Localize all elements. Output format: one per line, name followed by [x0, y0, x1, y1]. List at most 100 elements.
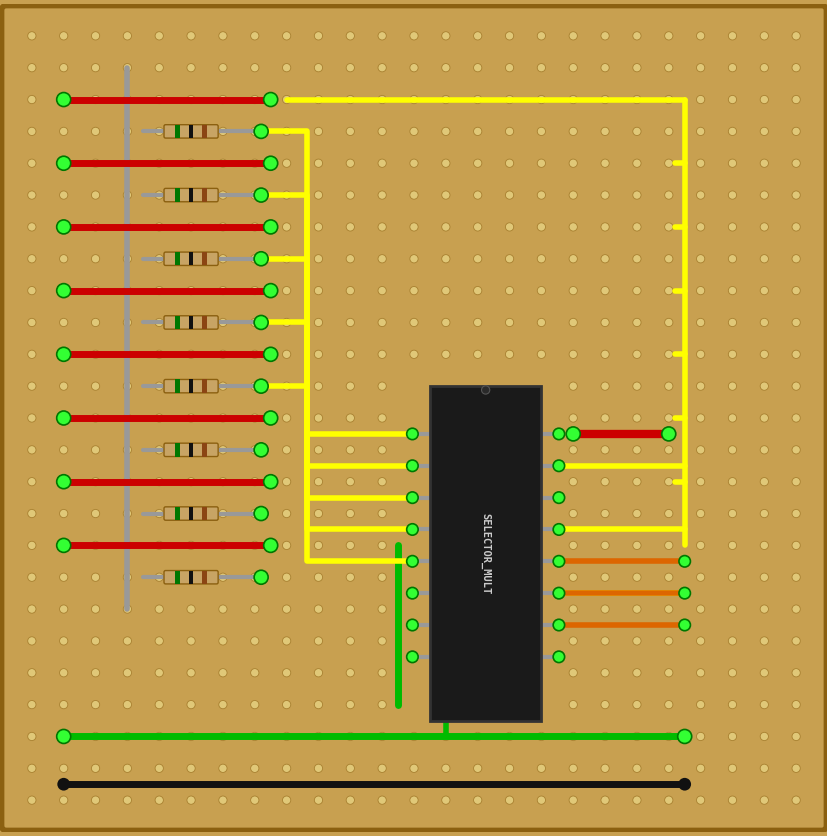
Circle shape: [282, 637, 290, 645]
Circle shape: [187, 287, 195, 295]
Circle shape: [60, 669, 68, 677]
Circle shape: [409, 255, 418, 263]
Circle shape: [187, 191, 195, 199]
Circle shape: [791, 732, 800, 741]
Circle shape: [346, 669, 354, 677]
Circle shape: [632, 159, 640, 167]
Circle shape: [409, 127, 418, 135]
Circle shape: [600, 95, 609, 104]
FancyBboxPatch shape: [202, 252, 207, 266]
Circle shape: [314, 446, 323, 454]
Circle shape: [791, 669, 800, 677]
Circle shape: [314, 669, 323, 677]
Circle shape: [696, 191, 704, 199]
Circle shape: [27, 446, 36, 454]
FancyBboxPatch shape: [175, 188, 180, 201]
Circle shape: [123, 32, 131, 40]
Circle shape: [282, 159, 290, 167]
Circle shape: [251, 701, 259, 709]
Circle shape: [728, 605, 736, 614]
FancyBboxPatch shape: [164, 507, 218, 520]
Circle shape: [409, 191, 418, 199]
Circle shape: [314, 637, 323, 645]
Circle shape: [187, 669, 195, 677]
Circle shape: [378, 509, 386, 517]
Circle shape: [91, 669, 99, 677]
Circle shape: [282, 32, 290, 40]
Circle shape: [728, 414, 736, 422]
Circle shape: [600, 509, 609, 517]
Circle shape: [600, 669, 609, 677]
Circle shape: [632, 796, 640, 804]
FancyBboxPatch shape: [429, 386, 541, 721]
Circle shape: [27, 509, 36, 517]
Circle shape: [218, 95, 227, 104]
Circle shape: [123, 127, 131, 135]
Circle shape: [123, 350, 131, 359]
Circle shape: [664, 573, 672, 581]
Circle shape: [263, 283, 277, 298]
FancyBboxPatch shape: [189, 252, 194, 266]
Circle shape: [91, 796, 99, 804]
Circle shape: [441, 95, 449, 104]
Circle shape: [346, 605, 354, 614]
Circle shape: [791, 287, 800, 295]
Circle shape: [155, 191, 163, 199]
Circle shape: [791, 319, 800, 327]
Circle shape: [27, 127, 36, 135]
Circle shape: [282, 127, 290, 135]
Circle shape: [504, 796, 513, 804]
Circle shape: [504, 159, 513, 167]
Circle shape: [441, 222, 449, 231]
Circle shape: [155, 64, 163, 72]
Circle shape: [155, 255, 163, 263]
Circle shape: [504, 732, 513, 741]
FancyBboxPatch shape: [189, 316, 194, 329]
Circle shape: [600, 159, 609, 167]
Circle shape: [759, 319, 767, 327]
Circle shape: [728, 669, 736, 677]
Circle shape: [91, 159, 99, 167]
Circle shape: [406, 523, 418, 535]
Circle shape: [187, 414, 195, 422]
FancyBboxPatch shape: [189, 443, 194, 456]
Circle shape: [791, 477, 800, 486]
FancyBboxPatch shape: [189, 380, 194, 393]
Circle shape: [187, 477, 195, 486]
Circle shape: [218, 350, 227, 359]
Circle shape: [537, 287, 545, 295]
Circle shape: [504, 222, 513, 231]
Circle shape: [568, 350, 576, 359]
Circle shape: [791, 382, 800, 390]
Circle shape: [552, 460, 564, 472]
Circle shape: [123, 159, 131, 167]
Circle shape: [696, 95, 704, 104]
Circle shape: [155, 382, 163, 390]
Circle shape: [251, 319, 259, 327]
Circle shape: [664, 509, 672, 517]
Circle shape: [759, 637, 767, 645]
FancyBboxPatch shape: [175, 125, 180, 138]
Circle shape: [155, 732, 163, 741]
Circle shape: [218, 477, 227, 486]
Circle shape: [759, 796, 767, 804]
Circle shape: [791, 222, 800, 231]
Circle shape: [314, 222, 323, 231]
Circle shape: [91, 573, 99, 581]
Circle shape: [27, 350, 36, 359]
Circle shape: [504, 127, 513, 135]
Circle shape: [568, 159, 576, 167]
Circle shape: [632, 605, 640, 614]
Circle shape: [155, 319, 163, 327]
Circle shape: [155, 573, 163, 581]
Circle shape: [123, 764, 131, 772]
Circle shape: [791, 509, 800, 517]
Circle shape: [378, 573, 386, 581]
Circle shape: [473, 764, 481, 772]
Circle shape: [632, 64, 640, 72]
Circle shape: [91, 319, 99, 327]
Circle shape: [441, 319, 449, 327]
Circle shape: [759, 382, 767, 390]
Circle shape: [600, 573, 609, 581]
Circle shape: [378, 159, 386, 167]
